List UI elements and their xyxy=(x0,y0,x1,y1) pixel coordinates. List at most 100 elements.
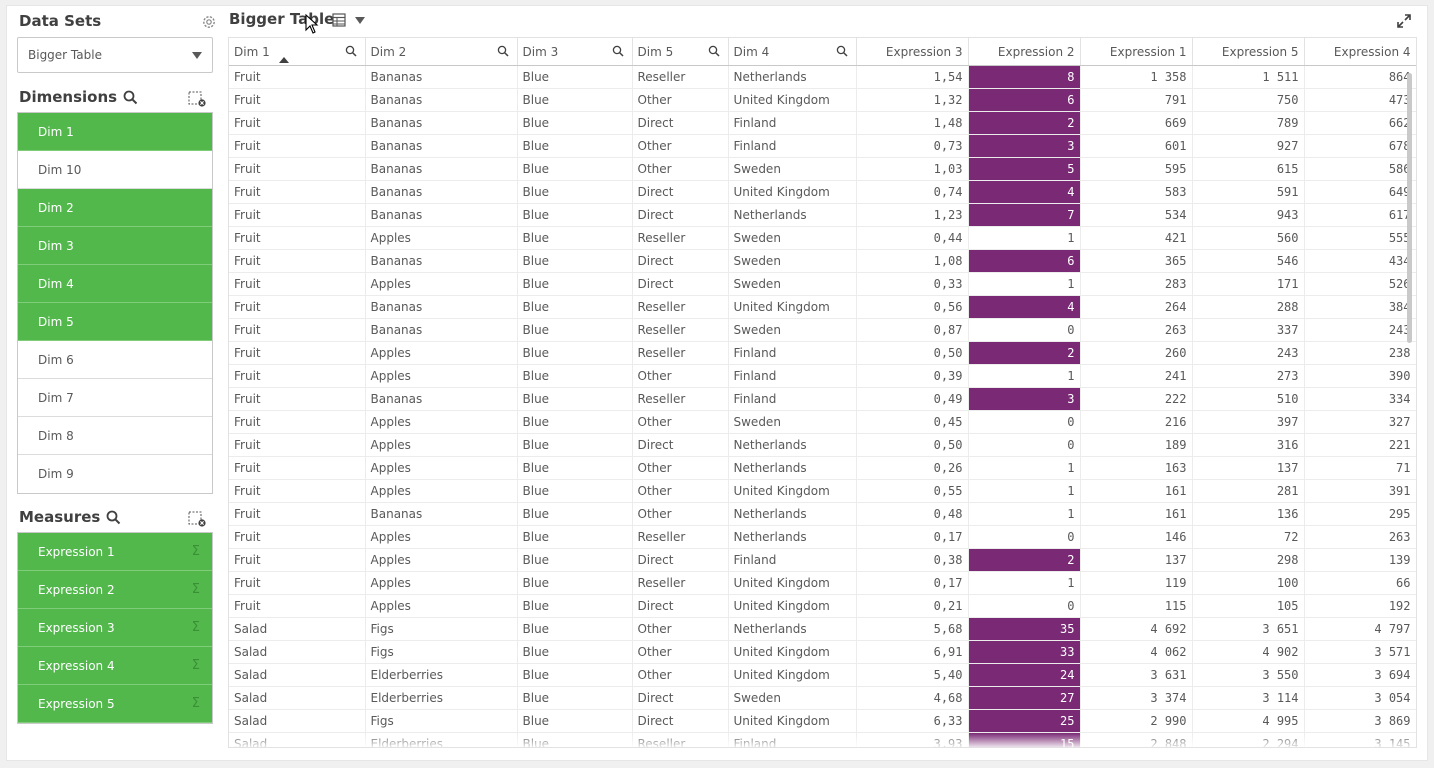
clear-selection-icon[interactable] xyxy=(188,511,206,527)
column-header[interactable]: Expression 3 xyxy=(856,38,969,66)
table-cell: 260 xyxy=(1080,341,1193,365)
table-row[interactable]: Salad Figs Blue Direct United Kingdom 6,33 25 2… xyxy=(229,709,1416,733)
table-cell: 1,54 xyxy=(856,65,969,89)
dimension-item[interactable]: Dim 10 xyxy=(18,151,212,189)
table-row[interactable]: Fruit Bananas Blue Reseller United Kingdom 0,… xyxy=(229,295,1416,319)
table-cell: United Kingdom xyxy=(728,594,857,618)
table-cell: United Kingdom xyxy=(728,709,857,733)
table-row[interactable]: Fruit Apples Blue Direct Sweden 0,33 1 283 171 52… xyxy=(229,272,1416,296)
table-row[interactable]: Fruit Bananas Blue Direct Netherlands 1,23 7 53… xyxy=(229,203,1416,227)
table-cell: Fruit xyxy=(229,65,366,89)
table-row[interactable]: Fruit Apples Blue Reseller Netherlands 0,17 0 1… xyxy=(229,525,1416,549)
vertical-scrollbar[interactable] xyxy=(1407,73,1412,343)
measure-item[interactable]: Expression 5 Σ xyxy=(18,685,212,723)
table-row[interactable]: Fruit Apples Blue Other Sweden 0,45 0 216 397 327 xyxy=(229,410,1416,434)
table-row[interactable]: Fruit Bananas Blue Other United Kingdom 1,32 6… xyxy=(229,88,1416,112)
measure-item[interactable]: Expression 2 Σ xyxy=(18,571,212,609)
table-cell: 473 xyxy=(1304,88,1416,112)
table-cell: Elderberries xyxy=(365,686,518,710)
table-cell: 192 xyxy=(1304,594,1416,618)
chevron-down-icon[interactable] xyxy=(355,17,365,24)
column-header[interactable]: Expression 4 xyxy=(1304,38,1416,66)
clear-selection-icon[interactable] xyxy=(188,91,206,107)
column-header[interactable]: Dim 1 xyxy=(229,38,366,66)
table-cell: Blue xyxy=(517,226,633,250)
table-row[interactable]: Salad Elderberries Blue Direct Sweden 4,68 27 3… xyxy=(229,686,1416,710)
table-row[interactable]: Fruit Bananas Blue Direct Finland 1,48 2 669 789… xyxy=(229,111,1416,135)
table-row[interactable]: Fruit Apples Blue Reseller Sweden 0,44 1 421 560… xyxy=(229,226,1416,250)
table-row[interactable]: Fruit Bananas Blue Reseller Sweden 0,87 0 263 33… xyxy=(229,318,1416,342)
table-row[interactable]: Fruit Bananas Blue Other Sweden 1,03 5 595 615 58… xyxy=(229,157,1416,181)
table-row[interactable]: Fruit Bananas Blue Reseller Finland 0,49 3 222 5… xyxy=(229,387,1416,411)
sort-ascending-icon[interactable] xyxy=(279,57,289,63)
table-cell: Fruit xyxy=(229,479,366,503)
table-cell: United Kingdom xyxy=(728,479,857,503)
table-cell: 526 xyxy=(1304,272,1416,296)
dimension-item[interactable]: Dim 9 xyxy=(18,455,212,493)
table-cell: Other xyxy=(632,134,729,158)
table-row[interactable]: Salad Figs Blue Other Netherlands 5,68 35 4 692… xyxy=(229,617,1416,641)
measure-item[interactable]: Expression 3 Σ xyxy=(18,609,212,647)
table-cell: Fruit xyxy=(229,249,366,273)
table-cell: 216 xyxy=(1080,410,1193,434)
table-cell: Netherlands xyxy=(728,456,857,480)
table-cell: 243 xyxy=(1304,318,1416,342)
column-header[interactable]: Dim 3 xyxy=(517,38,633,66)
table-cell: 1 xyxy=(968,456,1081,480)
dimension-item[interactable]: Dim 1 xyxy=(18,113,212,151)
table-cell: 943 xyxy=(1192,203,1305,227)
dimension-item[interactable]: Dim 2 xyxy=(18,189,212,227)
table-cell: 1,32 xyxy=(856,88,969,112)
table-icon[interactable] xyxy=(332,13,346,27)
column-header[interactable]: Dim 5 xyxy=(632,38,729,66)
table-row[interactable]: Fruit Apples Blue Reseller Finland 0,50 2 260 24… xyxy=(229,341,1416,365)
table-row[interactable]: Fruit Apples Blue Direct Netherlands 0,50 0 189… xyxy=(229,433,1416,457)
table-row[interactable]: Salad Elderberries Blue Other United Kingdom… xyxy=(229,663,1416,687)
table-cell: Blue xyxy=(517,65,633,89)
table-row[interactable]: Fruit Apples Blue Direct United Kingdom 0,21 0… xyxy=(229,594,1416,618)
table-row[interactable]: Fruit Apples Blue Other Netherlands 0,26 1 163 1… xyxy=(229,456,1416,480)
column-header[interactable]: Expression 5 xyxy=(1192,38,1305,66)
table-row[interactable]: Fruit Bananas Blue Direct Sweden 1,08 6 365 546 4… xyxy=(229,249,1416,273)
table-row[interactable]: Fruit Bananas Blue Direct United Kingdom 0,74… xyxy=(229,180,1416,204)
search-icon[interactable] xyxy=(123,90,138,105)
table-row[interactable]: Fruit Bananas Blue Other Finland 0,73 3 601 927 6… xyxy=(229,134,1416,158)
dimension-item[interactable]: Dim 8 xyxy=(18,417,212,455)
table-cell: 71 xyxy=(1304,456,1416,480)
dimension-item[interactable]: Dim 7 xyxy=(18,379,212,417)
table-row[interactable]: Fruit Apples Blue Other Finland 0,39 1 241 273 39… xyxy=(229,364,1416,388)
table-cell: Fruit xyxy=(229,364,366,388)
search-icon[interactable] xyxy=(497,45,509,57)
table-cell: 0 xyxy=(968,410,1081,434)
table-row[interactable]: Fruit Apples Blue Direct Finland 0,38 2 137 298 1… xyxy=(229,548,1416,572)
gear-icon[interactable] xyxy=(201,14,217,30)
table-cell: 0 xyxy=(968,318,1081,342)
dimension-item[interactable]: Dim 3 xyxy=(18,227,212,265)
dimension-item[interactable]: Dim 6 xyxy=(18,341,212,379)
column-header[interactable]: Dim 4 xyxy=(728,38,857,66)
dimension-item[interactable]: Dim 5 xyxy=(18,303,212,341)
search-icon[interactable] xyxy=(836,45,848,57)
expand-icon[interactable] xyxy=(1396,13,1412,29)
column-header[interactable]: Expression 1 xyxy=(1080,38,1193,66)
search-icon[interactable] xyxy=(708,45,720,57)
table-cell: Blue xyxy=(517,88,633,112)
measure-item[interactable]: Expression 1 Σ xyxy=(18,533,212,571)
table-cell: 1,03 xyxy=(856,157,969,181)
table-row[interactable]: Fruit Bananas Blue Other Netherlands 0,48 1 161… xyxy=(229,502,1416,526)
table-cell: Fruit xyxy=(229,410,366,434)
table-row[interactable]: Fruit Apples Blue Other United Kingdom 0,55 1 1… xyxy=(229,479,1416,503)
table-cell: Blue xyxy=(517,341,633,365)
table-row[interactable]: Salad Figs Blue Other United Kingdom 6,91 33 4 … xyxy=(229,640,1416,664)
table-cell: 1 xyxy=(968,502,1081,526)
table-row[interactable]: Fruit Apples Blue Reseller United Kingdom 0,1… xyxy=(229,571,1416,595)
dataset-select[interactable]: Bigger Table xyxy=(17,37,213,73)
column-header[interactable]: Dim 2 xyxy=(365,38,518,66)
column-header[interactable]: Expression 2 xyxy=(968,38,1081,66)
search-icon[interactable] xyxy=(612,45,624,57)
search-icon[interactable] xyxy=(345,45,357,57)
dimension-item[interactable]: Dim 4 xyxy=(18,265,212,303)
table-row[interactable]: Fruit Bananas Blue Reseller Netherlands 1,54 8… xyxy=(229,65,1416,89)
search-icon[interactable] xyxy=(106,510,121,525)
measure-item[interactable]: Expression 4 Σ xyxy=(18,647,212,685)
